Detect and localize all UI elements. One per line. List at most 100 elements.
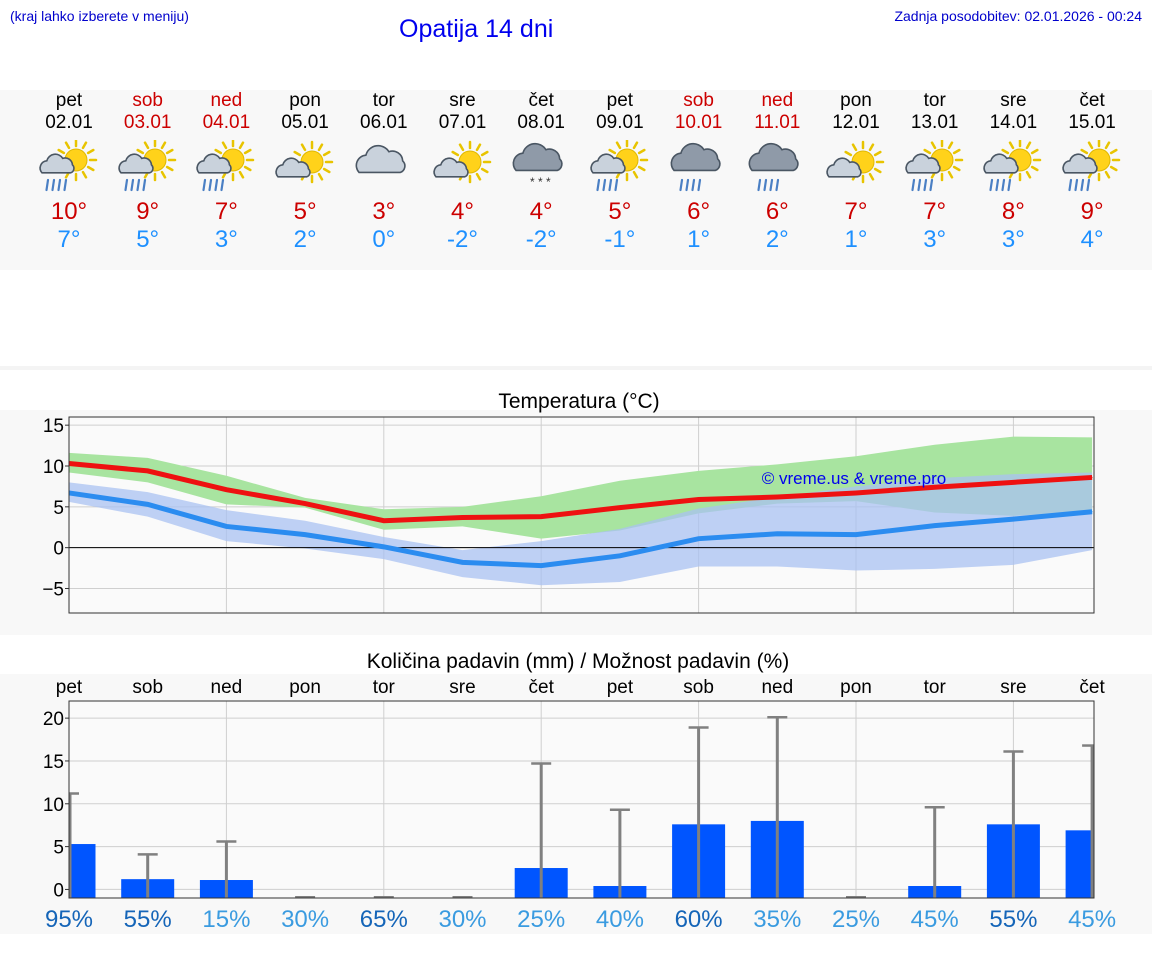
day-date: 07.01 [438,112,487,133]
day-label: sob [683,677,714,698]
location-hint[interactable]: (kraj lahko izberete v meniju) [10,8,189,24]
temperature-chart: Temperatura (°C) 15 10 5 0 −5 © vreme.us & vre… [0,390,1152,635]
day-name: pon [840,90,872,111]
cloud-shape [905,153,941,174]
sun-cloud-rain-icon [1062,140,1121,192]
cloud-shape [39,153,75,174]
cloud-shape [748,142,799,172]
day-label: pet [56,677,83,698]
max-temp-point [462,516,463,518]
temp-max: 7° [923,198,947,225]
precip-probability: 60% [675,906,723,933]
day-label: sre [449,677,475,698]
day-date: 06.01 [360,112,408,133]
temp-min: 7° [57,226,81,253]
y-tick-label: 20 [43,709,64,730]
temp-min: 3° [923,226,947,253]
sun-cloud-rain-icon [905,140,963,192]
sun-cloud-rain-icon [196,140,255,192]
precip-probability: 55% [989,906,1037,933]
sun-shape [1077,140,1121,182]
forecast-day: sob 03.01 9° 5° [103,90,193,254]
day-label: ned [761,677,793,698]
precip-probability: 15% [202,906,250,933]
temp-min: -1° [604,226,636,253]
day-name: pon [289,90,321,111]
min-temp-point [619,555,621,557]
sun-cloud-rain-icon [590,140,649,192]
day-name: sre [1000,90,1027,111]
cloud-shape [196,153,233,174]
precip-probability: 40% [596,906,644,933]
cloud-shape [983,153,1020,174]
temp-min: 2° [293,226,317,253]
forecast-day: pon 12.01 7° 1° [811,90,901,254]
plot-frame [68,416,1095,614]
cloud-rain-icon [670,142,721,192]
precip-probability: 95% [45,906,93,933]
rain-shape [124,178,146,192]
day-label: sob [132,677,163,698]
precip-probability: 55% [124,906,172,933]
rain-shape [989,178,1012,192]
day-name: čet [528,90,554,111]
svg-text:*: * [546,175,551,189]
min-temp-point [1091,511,1093,513]
cloud-shape [670,142,721,172]
y-tick-label: 15 [43,752,64,773]
svg-text:*: * [530,175,535,189]
temp-max: 4° [451,198,474,225]
min-temp-point [225,525,227,527]
y-tick-label: 5 [53,838,64,859]
temp-max: 7° [214,198,238,225]
day-label: pon [289,677,321,698]
max-temp-point [776,496,778,498]
day-label: sre [1000,677,1026,698]
max-temp-point [304,503,306,505]
day-label: čet [1079,677,1105,698]
day-label: ned [211,677,243,698]
day-date: 02.01 [45,112,93,133]
forecast-day: čet 15.01 9° 4° [1047,90,1137,254]
day-name: sob [683,90,714,111]
temp-max: 6° [687,198,711,225]
precip-bar [1065,830,1094,898]
cloud-snow-icon: * * * [512,142,563,189]
precipitation-chart: Količina padavin (mm) / Možnost padavin … [0,650,1152,934]
forecast-day: ned 11.01 6° 2° [732,90,822,254]
day-label: tor [373,677,396,698]
temp-max: 3° [372,198,396,225]
plot-frame [68,700,1095,899]
min-temp-point [383,546,385,548]
temp-min: 4° [1080,226,1104,253]
rain-shape [678,178,701,192]
forecast-day: pon 05.01 5° 2° [260,90,350,254]
temp-max: 5° [608,198,632,225]
day-name: ned [761,90,794,111]
day-name: pet [606,90,634,111]
min-temp-point [540,565,542,567]
sun-cloud-icon [275,140,334,184]
max-temp-point [855,492,857,494]
temp-max: 5° [293,198,317,225]
temp-min: 5° [136,226,160,253]
day-date: 03.01 [123,112,172,133]
precip-probability: 35% [753,906,801,933]
forecast-day: tor 13.01 7° 3° [890,90,980,254]
temp-min: -2° [447,226,478,253]
temp-max: 7° [844,198,868,225]
max-temp-point [147,470,149,472]
cloud-shape [826,157,862,178]
precip-probability: 45% [1068,906,1116,933]
cloud-rain-icon [748,142,799,192]
min-temp-line [68,490,1093,569]
temp-max: 9° [1080,198,1104,225]
day-name: ned [210,90,243,111]
rain-shape [202,178,225,192]
max-temp-point [383,520,385,522]
sun-cloud-rain-icon [118,140,176,192]
rain-shape [596,178,618,192]
day-date: 14.01 [989,112,1038,133]
min-temp-point [698,538,700,540]
chart-title: Količina padavin (mm) / Možnost padavin … [367,650,790,673]
